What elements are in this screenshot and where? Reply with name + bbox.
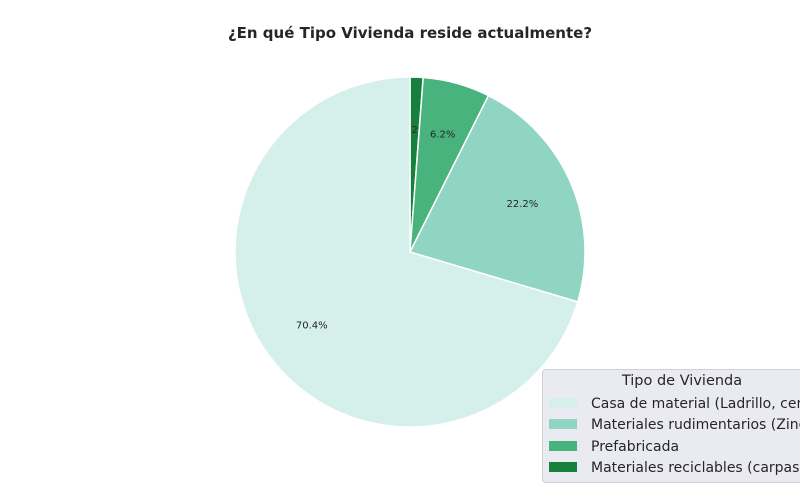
legend: Tipo de Vivienda Casa de material (Ladri… (542, 369, 800, 483)
legend-label: Materiales reciclables (carpas, cartón, … (591, 460, 800, 476)
legend-item-materiales-rudimentarios: Materiales rudimentarios (Zinc, madera, … (549, 417, 800, 435)
legend-swatch (549, 441, 577, 451)
legend-label: Materiales rudimentarios (Zinc, madera, … (591, 417, 800, 433)
slice-percent-label: 22.2% (507, 199, 539, 210)
slice-percent-label: 1.2% (402, 125, 427, 136)
legend-swatch (549, 398, 577, 408)
legend-item-casa-material: Casa de material (Ladrillo, cemento, etc… (549, 396, 800, 414)
legend-swatch (549, 462, 577, 472)
slice-percent-label: 6.2% (430, 129, 455, 140)
legend-item-materiales-reciclables: Materiales reciclables (carpas, cartón, … (549, 460, 800, 478)
pie-slice (234, 76, 579, 428)
legend-swatch (549, 419, 577, 429)
pie-slice (408, 94, 586, 303)
chart-title: ¿En qué Tipo Vivienda reside actualmente… (227, 24, 593, 42)
slice-percent-label: 70.4% (296, 321, 328, 332)
legend-title: Tipo de Vivienda (621, 373, 743, 389)
legend-label: Casa de material (Ladrillo, cemento, etc… (591, 396, 800, 412)
legend-item-prefabricada: Prefabricada (549, 439, 679, 457)
legend-label: Prefabricada (591, 439, 680, 455)
